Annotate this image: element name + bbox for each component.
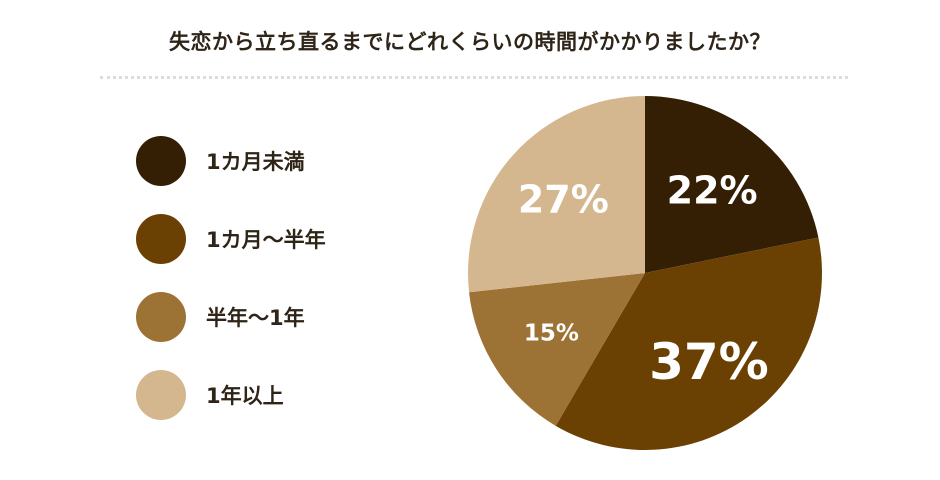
legend-label-1-month-to-half-year: 1カ月〜半年 <box>206 228 326 252</box>
legend-item-over-1-year: 1年以上 <box>136 370 396 420</box>
slice-label-half-year-to-1-year: 15% <box>524 321 579 347</box>
slice-half-year-to-1-year <box>469 273 645 426</box>
dotted-divider <box>100 76 848 79</box>
legend-item-half-year-to-1-year: 半年〜1年 <box>136 292 396 342</box>
legend-item-1-month-to-half-year: 1カ月〜半年 <box>136 214 396 264</box>
legend-swatch-1-month-to-half-year <box>136 214 186 264</box>
legend-item-under-1-month: 1カ月未満 <box>136 136 396 186</box>
legend-label-half-year-to-1-year: 半年〜1年 <box>206 306 305 330</box>
chart-title: 失恋から立ち直るまでにどれくらいの時間がかかりましたか？ <box>169 30 771 54</box>
legend-label-over-1-year: 1年以上 <box>206 384 284 408</box>
slice-over-1-year <box>468 96 645 293</box>
legend-label-under-1-month: 1カ月未満 <box>206 150 305 174</box>
legend-swatch-under-1-month <box>136 136 186 186</box>
slice-label-under-1-month: 22% <box>667 169 758 213</box>
pie-chart: 22% 37% 15% 27% <box>468 96 822 450</box>
slice-label-1-month-to-half-year: 37% <box>649 333 769 391</box>
legend-swatch-half-year-to-1-year <box>136 292 186 342</box>
slice-1-month-to-half-year <box>555 237 822 450</box>
slice-label-over-1-year: 27% <box>518 178 609 222</box>
legend-swatch-over-1-year <box>136 370 186 420</box>
chart-legend: 1カ月未満 1カ月〜半年 半年〜1年 1年以上 <box>136 136 396 448</box>
slice-under-1-month <box>645 96 819 273</box>
